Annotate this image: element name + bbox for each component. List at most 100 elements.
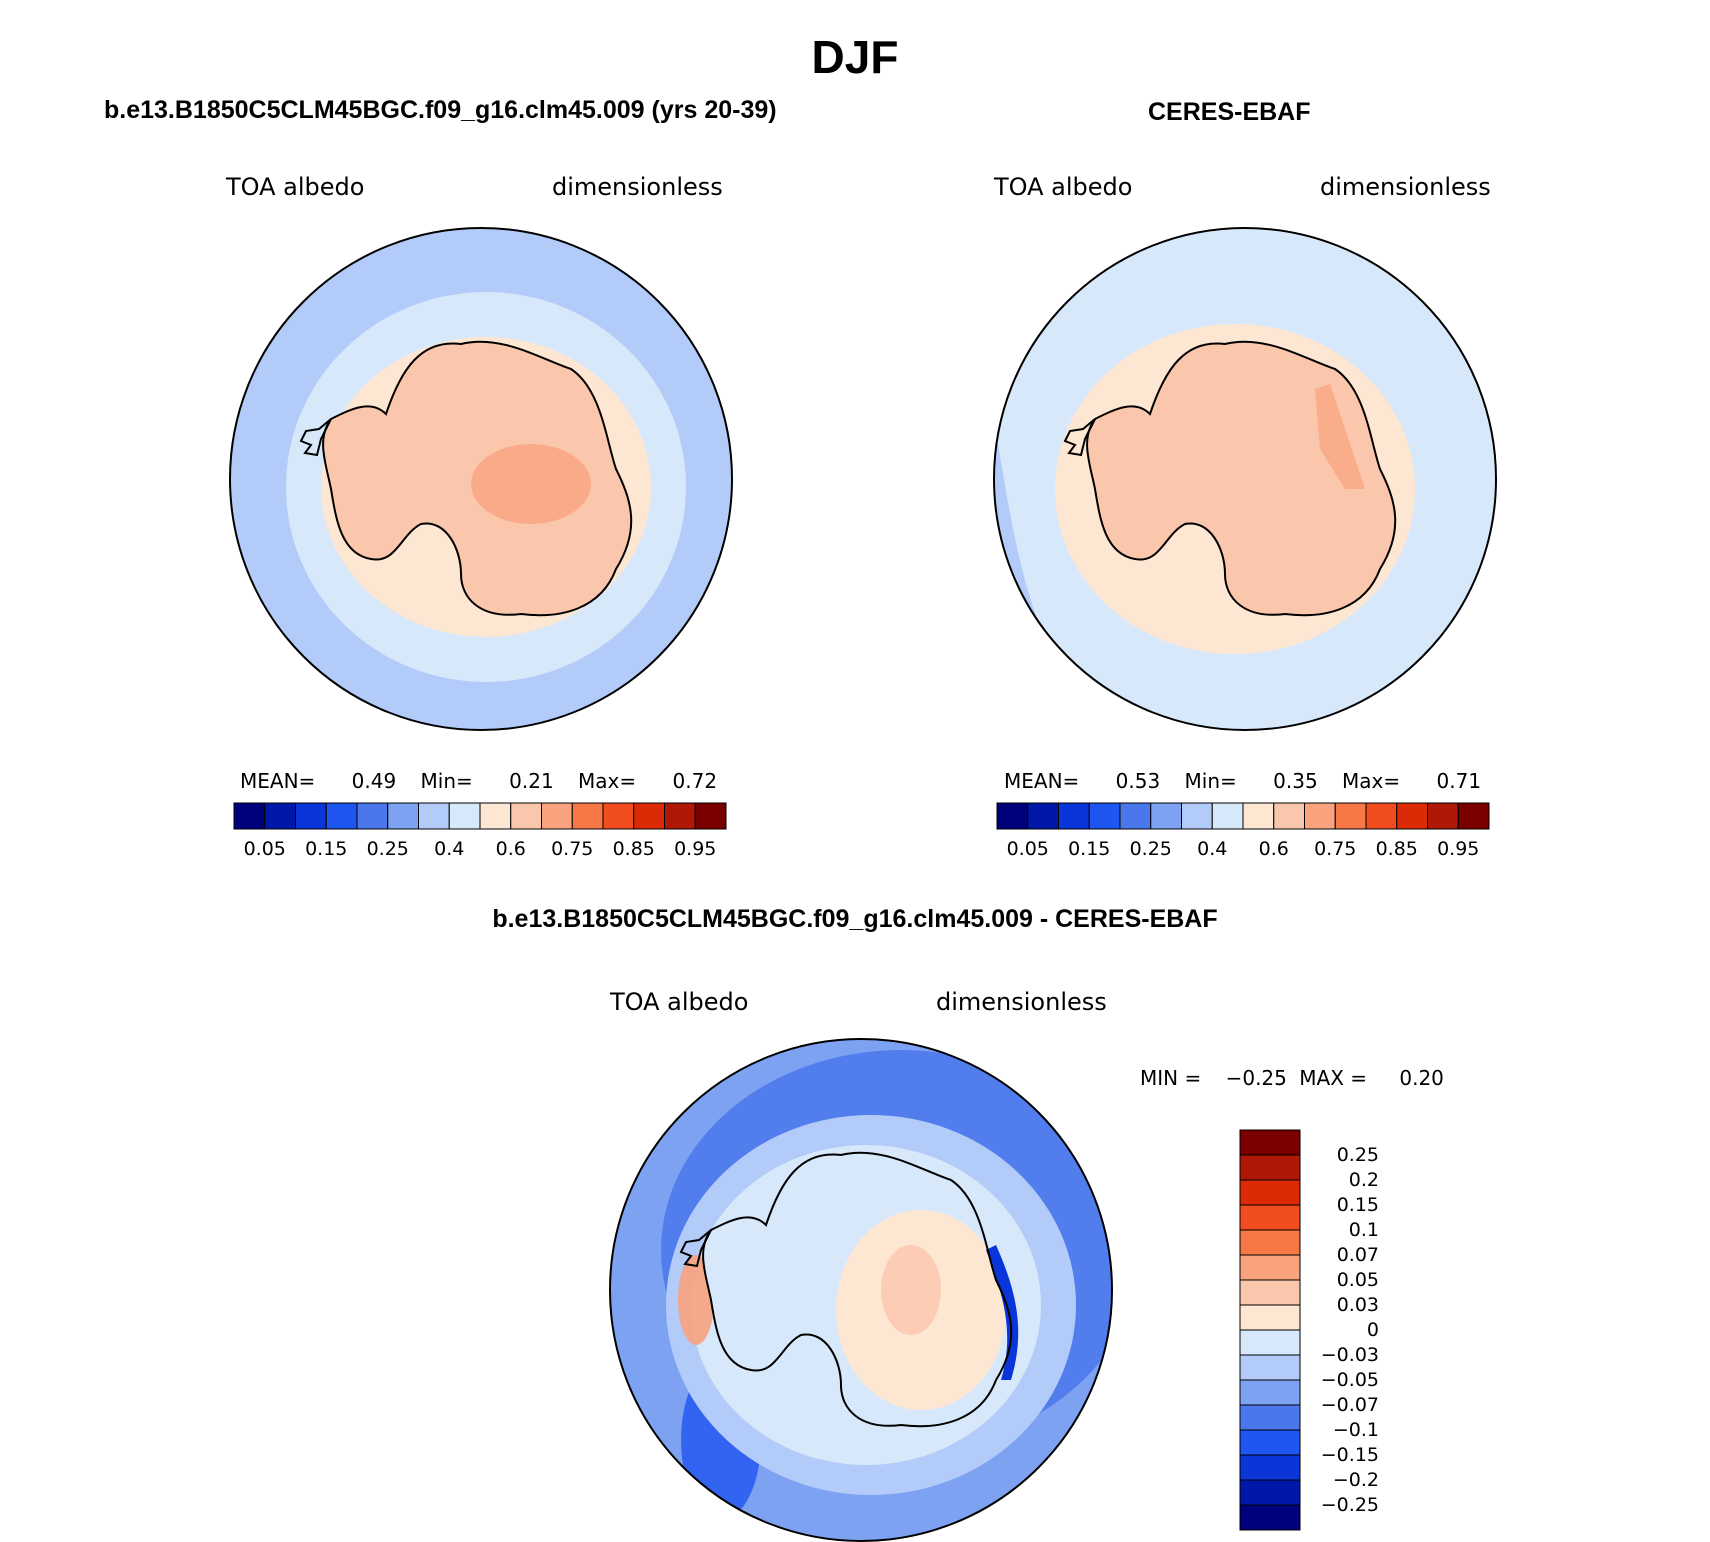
obs-colorbar-box: [1334, 802, 1367, 830]
diff-colorbar-box: [1239, 1229, 1301, 1256]
obs-max-value: 0.71: [1436, 769, 1482, 793]
model-colorbar-box: [664, 802, 696, 830]
obs-mean-label: MEAN=: [1004, 769, 1080, 793]
diff-variable-label: TOA albedo: [610, 988, 749, 1016]
obs-colorbar-box: [1396, 802, 1428, 830]
diff-max-value: 0.20: [1399, 1066, 1444, 1090]
diff-colorbar-box: [1239, 1204, 1301, 1231]
obs-colorbar-box: [1150, 802, 1182, 830]
obs-colorbar-box: [1119, 802, 1152, 830]
model-max-label: Max=: [578, 769, 637, 793]
model-colorbar-box: [602, 802, 635, 830]
diff-max-label: MAX =: [1299, 1066, 1368, 1090]
diff-colorbar-tick: 0.1: [1348, 1219, 1379, 1241]
obs-colorbar-box: [1273, 802, 1305, 830]
diff-colorbar-box: [1239, 1329, 1301, 1356]
obs-colorbar-tick: 0.15: [1068, 838, 1111, 860]
model-stats: MEAN= 0.49 Min= 0.21 Max= 0.72: [240, 769, 717, 793]
obs-colorbar-tick: 0.85: [1375, 838, 1418, 860]
diff-colorbar-box: [1239, 1129, 1301, 1156]
diff-colorbar-box: [1239, 1254, 1301, 1281]
obs-colorbar-box: [1088, 802, 1121, 830]
obs-colorbar-box: [1242, 802, 1275, 830]
obs-colorbar-tick: 0.75: [1314, 838, 1357, 860]
model-colorbar-box: [448, 802, 481, 830]
model-colorbar-box: [633, 802, 665, 830]
model-colorbar-tick: 0.75: [551, 838, 594, 860]
model-max-value: 0.72: [672, 769, 718, 793]
model-colorbar-tick: 0.95: [674, 838, 717, 860]
obs-max-label: Max=: [1342, 769, 1401, 793]
figure-title: DJF: [811, 31, 899, 83]
model-colorbar-box: [694, 802, 727, 830]
diff-colorbar-tick: 0.15: [1336, 1194, 1379, 1216]
diff-min-label: MIN =: [1140, 1066, 1202, 1090]
obs-mean-value: 0.53: [1115, 769, 1161, 793]
diff-colorbar-box: [1239, 1504, 1301, 1531]
diff-colorbar: [1239, 1129, 1301, 1531]
diff-colorbar-box: [1239, 1354, 1301, 1381]
diff-panel-title: b.e13.B1850C5CLM45BGC.f09_g16.clm45.009 …: [492, 905, 1218, 933]
model-colorbar-box: [356, 802, 389, 830]
obs-colorbar-tick: 0.05: [1006, 838, 1049, 860]
diff-min-value: −0.25: [1225, 1066, 1287, 1090]
diff-colorbar-tick: −0.03: [1320, 1344, 1379, 1366]
diff-colorbar-box: [1239, 1429, 1301, 1456]
diff-colorbar-tick: −0.25: [1320, 1494, 1379, 1516]
model-colorbar-tick: 0.6: [495, 838, 526, 860]
model-min-value: 0.21: [509, 769, 554, 793]
diff-colorbar-box: [1239, 1279, 1301, 1306]
obs-colorbar-tick: 0.25: [1129, 838, 1172, 860]
diff-colorbar-box: [1239, 1154, 1301, 1181]
obs-colorbar-box: [1058, 802, 1090, 830]
model-variable-label: TOA albedo: [226, 173, 365, 201]
obs-colorbar-box: [1027, 802, 1059, 830]
diff-colorbar-tick: −0.05: [1320, 1369, 1379, 1391]
model-colorbar-box: [325, 802, 358, 830]
diff-colorbar-box: [1239, 1479, 1301, 1506]
diff-colorbar-tick: 0.03: [1336, 1294, 1379, 1316]
model-mean-label: MEAN=: [240, 769, 316, 793]
diff-colorbar-tick: −0.2: [1332, 1469, 1379, 1491]
obs-variable-label: TOA albedo: [994, 173, 1133, 201]
diff-colorbar-box: [1239, 1179, 1301, 1206]
model-colorbar-box: [479, 802, 512, 830]
obs-colorbar-tick: 0.4: [1197, 838, 1228, 860]
diff-map: [609, 1038, 1113, 1542]
obs-panel-title: CERES-EBAF: [1148, 98, 1311, 126]
diff-colorbar-tick: −0.1: [1332, 1419, 1379, 1441]
diff-stats: MIN = −0.25 MAX = 0.20: [1140, 1066, 1444, 1090]
diff-colorbar-box: [1239, 1454, 1301, 1481]
obs-colorbar-box: [1427, 802, 1459, 830]
diff-colorbar-tick: −0.07: [1320, 1394, 1379, 1416]
model-colorbar-box: [264, 802, 296, 830]
obs-colorbar-box: [1181, 802, 1213, 830]
obs-colorbar-box: [1211, 802, 1244, 830]
obs-stats: MEAN= 0.53 Min= 0.35 Max= 0.71: [1004, 769, 1481, 793]
obs-colorbar: [996, 802, 1490, 830]
model-colorbar: [233, 802, 727, 830]
diff-colorbar-tick: 0.05: [1336, 1269, 1379, 1291]
interior-max: [471, 444, 591, 524]
diff-colorbar-box: [1239, 1304, 1301, 1331]
obs-colorbar-box: [1304, 802, 1336, 830]
obs-colorbar-tick: 0.6: [1258, 838, 1289, 860]
model-units-label: dimensionless: [552, 173, 723, 201]
model-colorbar-tick: 0.4: [434, 838, 465, 860]
model-colorbar-tick: 0.15: [305, 838, 348, 860]
diff-colorbar-tick: 0: [1366, 1319, 1379, 1341]
diff-colorbar-tick: 0.25: [1336, 1144, 1379, 1166]
model-colorbar-box: [510, 802, 542, 830]
obs-min-value: 0.35: [1273, 769, 1318, 793]
model-colorbar-tick: 0.25: [366, 838, 409, 860]
obs-map: [993, 227, 1497, 731]
obs-colorbar-box: [1457, 802, 1490, 830]
model-colorbar-box: [295, 802, 327, 830]
obs-colorbar-tick: 0.95: [1437, 838, 1480, 860]
model-min-label: Min=: [420, 769, 473, 793]
model-colorbar-tick: 0.85: [612, 838, 655, 860]
model-colorbar-box: [541, 802, 573, 830]
diff-units-label: dimensionless: [936, 988, 1107, 1016]
obs-colorbar-box: [1365, 802, 1398, 830]
model-map: [229, 227, 733, 731]
